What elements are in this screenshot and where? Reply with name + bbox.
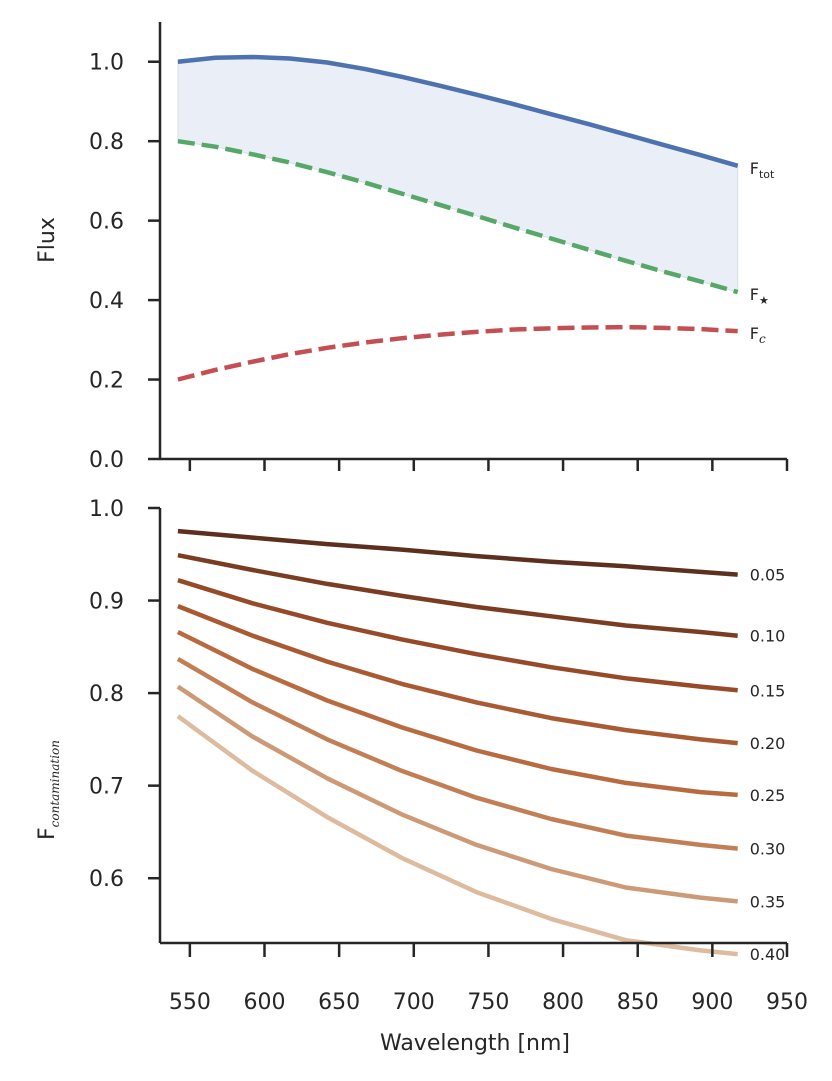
contamination-y-axis-label: Fcontamination (35, 740, 62, 840)
flux-y-tick-label: 0.8 (89, 130, 124, 155)
flux-y-tick-label: 1.0 (89, 51, 124, 76)
flux-y-tick-label: 0.6 (89, 210, 124, 235)
contamination-y-axis-label-main: F (35, 827, 60, 840)
x-tick-label: 600 (244, 990, 286, 1015)
contamination-line-0.10 (177, 552, 738, 638)
x-tick-label: 700 (393, 990, 435, 1015)
contamination-label-0.15: 0.15 (750, 681, 786, 700)
contamination-y-axis-label-sub: contamination (48, 740, 62, 827)
contamination-label-0.05: 0.05 (750, 566, 786, 585)
contamination-line-0.35 (176, 684, 738, 904)
x-tick-label: 750 (467, 990, 509, 1015)
flux-y-axis-label: Flux (35, 217, 60, 263)
contamination-series-labels: 0.05 0.10 0.15 0.20 0.25 0.30 0.35 0.40 (750, 566, 786, 964)
contamination-line-0.30 (176, 656, 738, 851)
contamination-line-0.40 (176, 714, 738, 957)
contamination-line-0.15 (177, 578, 738, 693)
contamination-line-0.05 (177, 528, 738, 577)
flux-y-tick-label: 0.0 (89, 448, 124, 473)
contamination-axes: 0.6 0.7 0.8 0.9 1.0 550 600 650 700 750 800 850 900 9… (89, 497, 808, 1015)
x-tick-label: 850 (617, 990, 659, 1015)
series-line-f-star (177, 138, 739, 295)
series-line-f-c (177, 324, 738, 382)
series-label-f-tot: Ftot (750, 159, 775, 181)
x-tick-label: 800 (542, 990, 584, 1015)
contamination-y-tick-label: 0.9 (89, 590, 124, 615)
contamination-label-0.35: 0.35 (750, 892, 786, 911)
contamination-line-0.25 (176, 629, 738, 798)
series-label-f-star: F★ (750, 285, 769, 307)
series-label-main: F (750, 324, 759, 343)
contamination-label-0.10: 0.10 (750, 627, 786, 646)
series-label-main: F (750, 159, 759, 178)
x-axis-label: Wavelength [nm] (380, 1031, 570, 1056)
flux-y-tick-label: 0.4 (89, 289, 124, 314)
contamination-line-0.20 (177, 604, 738, 746)
x-tick-label: 950 (766, 990, 808, 1015)
series-label-f-c: Fc (750, 324, 766, 346)
flux-axes: 0.0 0.2 0.4 0.6 0.8 1.0 (89, 22, 789, 473)
x-tick-label: 900 (691, 990, 733, 1015)
contamination-y-tick-label: 0.7 (89, 775, 124, 800)
flux-y-tick-label: 0.2 (89, 369, 124, 394)
series-label-sub: c (759, 332, 766, 346)
x-tick-label: 650 (318, 990, 360, 1015)
contamination-y-tick-label: 1.0 (89, 497, 124, 522)
contamination-panel: 0.6 0.7 0.8 0.9 1.0 550 600 650 700 750 800 850 900 9… (35, 497, 808, 1056)
contamination-y-tick-label: 0.6 (89, 867, 124, 892)
x-tick-label: 550 (169, 990, 211, 1015)
contamination-label-0.20: 0.20 (750, 734, 786, 753)
contamination-label-0.30: 0.30 (750, 840, 786, 859)
contamination-y-tick-label: 0.8 (89, 682, 124, 707)
series-label-main: F (750, 285, 759, 304)
contamination-series-group (176, 528, 738, 957)
series-label-sub: ★ (759, 294, 769, 307)
contamination-label-0.25: 0.25 (750, 786, 786, 805)
flux-series-group (177, 54, 739, 382)
contamination-label-0.40: 0.40 (750, 945, 786, 964)
series-line-f-tot (177, 54, 739, 168)
series-label-sub: tot (759, 168, 775, 181)
